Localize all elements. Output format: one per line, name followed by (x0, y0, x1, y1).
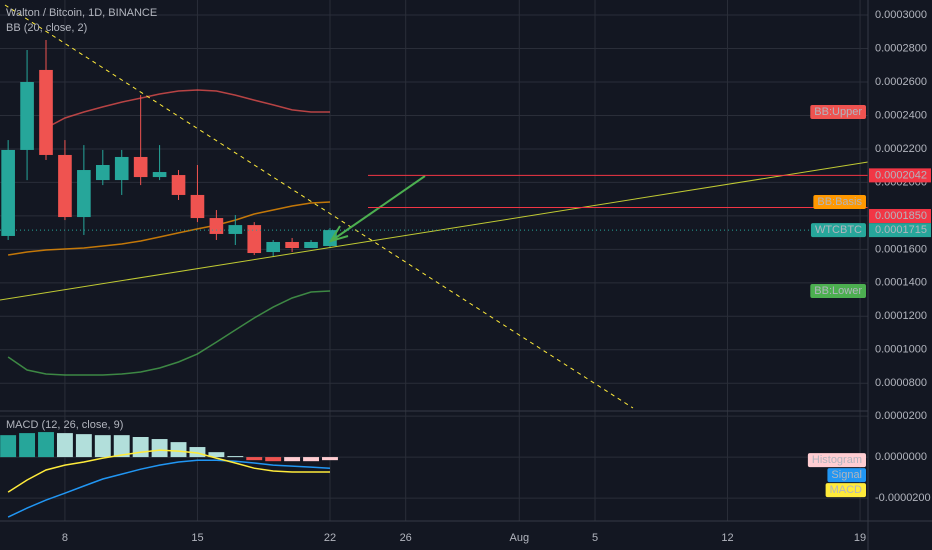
macd-line (7, 459, 331, 518)
x-tick-label: 15 (191, 532, 203, 544)
y-tick-label: 0.0001400 (875, 277, 927, 289)
candle-body (152, 172, 167, 178)
y-tick-label: 0.0002400 (875, 109, 927, 121)
tag-label: BB:Upper (814, 106, 862, 118)
histogram-bar (56, 433, 73, 458)
y-tick-label: 0.0001600 (875, 243, 927, 255)
y-tick-label: 0.0000000 (875, 451, 927, 463)
candle-body (323, 230, 337, 246)
indicator-title: BB (20, close, 2) (6, 22, 87, 34)
histogram-bar (322, 457, 338, 461)
x-tick-label: 5 (592, 532, 598, 544)
histogram-bar (246, 457, 263, 461)
tag-label: MACD (830, 484, 862, 496)
tags: Histogram Signal MACD BB:Upper 0.0002042 BB:B… (807, 104, 931, 498)
bb-line (45, 89, 330, 129)
tag-box (810, 284, 866, 299)
x-tick-label: 8 (62, 532, 68, 544)
candle-body (171, 175, 186, 195)
tag-label: Histogram (812, 454, 862, 466)
candle-body (266, 241, 280, 253)
histogram-bar (19, 433, 36, 458)
macd-line (7, 449, 330, 493)
candle-body (133, 156, 148, 178)
y-tick-label: 0.0001000 (875, 344, 927, 356)
marks (0, 39, 338, 518)
histogram-bar (0, 435, 17, 458)
arrow-shaft (330, 175, 426, 242)
candle-body (39, 69, 53, 155)
tag-box (827, 468, 866, 483)
candle-body (77, 170, 91, 218)
tag-box (810, 223, 866, 238)
candle-body (114, 156, 129, 181)
axis-tag-box (869, 168, 931, 183)
y-tick-label: 0.0000200 (875, 410, 927, 422)
x-tick-label: Aug (509, 532, 529, 544)
bb-line (7, 290, 331, 376)
y-tick-label: 0.0001200 (875, 310, 927, 322)
histogram-bar (284, 457, 301, 462)
macd-title: MACD (12, 26, close, 9) (6, 419, 123, 431)
bb-line (7, 201, 331, 256)
y-tick-label: 0.0002800 (875, 42, 927, 54)
tag-label: Signal (831, 469, 862, 481)
histogram-bar (265, 457, 282, 462)
candle-body (209, 218, 224, 234)
axis-tag-box (869, 208, 931, 223)
x-tick-label: 26 (400, 532, 412, 544)
y-tick-label: 0.0000800 (875, 377, 927, 389)
candle-body (1, 149, 15, 236)
y-tick-label: 0.0002200 (875, 143, 927, 155)
tag-box (813, 194, 866, 209)
tag-box (825, 483, 866, 498)
x-tick-label: 19 (854, 532, 866, 544)
histogram-bar (170, 442, 187, 458)
histogram-bar (38, 432, 54, 458)
histogram-bar (189, 447, 206, 458)
chart-title: Walton / Bitcoin, 1D, BINANCE (6, 7, 157, 19)
histogram-bar (132, 437, 149, 458)
candle-body (190, 194, 205, 219)
arrow-head (328, 225, 349, 243)
candle-body (247, 225, 262, 254)
histogram-bar (94, 435, 111, 458)
histogram-bar (113, 435, 130, 458)
histogram-bar (75, 434, 92, 458)
x-tick-label: 22 (324, 532, 336, 544)
axis-tag-label: 0.0001715 (875, 224, 927, 236)
candle-body (285, 241, 299, 249)
histogram-bar (303, 457, 319, 462)
y-tick-label: 0.0002600 (875, 76, 927, 88)
candle-body (304, 241, 318, 249)
histogram-bar (227, 456, 244, 458)
drawings (0, 4, 869, 409)
histogram-bar (151, 439, 168, 458)
tag-box (810, 104, 866, 119)
candle-body (58, 154, 72, 218)
histogram-bar (208, 452, 225, 458)
tag-label: BB:Lower (814, 285, 862, 297)
tag-label: WTCBTC (815, 224, 862, 236)
y-tick-label: -0.0000200 (875, 492, 931, 504)
axis-tag-label: 0.0001850 (875, 210, 927, 222)
tag-label: BB:Basis (817, 196, 862, 208)
trendline (0, 161, 869, 301)
grid (0, 0, 868, 521)
labels: Walton / Bitcoin, 1D, BINANCE BB (20, cl… (6, 7, 931, 544)
tag-box (807, 453, 866, 468)
candle-body (95, 165, 110, 181)
axis-tag-box (869, 223, 931, 238)
candle-body (228, 225, 243, 234)
y-tick-label: 0.0003000 (875, 9, 927, 21)
candle-body (20, 82, 34, 150)
x-tick-label: 12 (721, 532, 733, 544)
axis-tag-label: 0.0002042 (875, 169, 927, 181)
